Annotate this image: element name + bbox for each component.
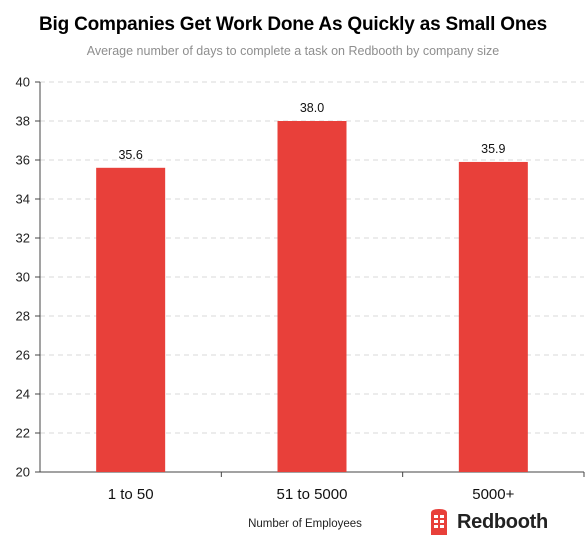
bar-chart: 20 22 24 26 28 30 32 34 36 38 40 35.6 1 to 50 38.0 51 … <box>16 75 585 503</box>
y-tick-label: 38 <box>16 114 30 129</box>
y-tick-label: 40 <box>16 75 30 90</box>
bar-value-label: 35.6 <box>118 148 142 162</box>
y-tick-label: 28 <box>16 309 30 324</box>
phone-booth-icon <box>431 509 447 535</box>
bar <box>96 167 166 473</box>
x-tick-label: 51 to 5000 <box>277 486 348 503</box>
y-tick-label: 30 <box>16 270 30 285</box>
x-axis-label: Number of Employees <box>248 518 362 530</box>
brand-logo: Redbooth <box>428 508 548 536</box>
y-tick-label: 34 <box>16 192 30 207</box>
bar-value-label: 38.0 <box>300 101 324 115</box>
y-tick-label: 26 <box>16 348 30 363</box>
y-tick-label: 22 <box>16 426 30 441</box>
chart-title: Big Companies Get Work Done As Quickly a… <box>38 14 548 35</box>
x-tick-label: 1 to 50 <box>108 486 154 503</box>
y-tick-label: 32 <box>16 231 30 246</box>
x-tick-label: 5000+ <box>472 486 514 503</box>
bar <box>458 161 528 472</box>
bar <box>277 121 347 472</box>
y-tick-label: 20 <box>16 465 30 480</box>
y-tick-label: 36 <box>16 153 30 168</box>
brand-name: Redbooth <box>457 510 548 533</box>
chart-subtitle: Average number of days to complete a tas… <box>86 44 500 58</box>
bar-value-label: 35.9 <box>481 142 505 156</box>
y-tick-label: 24 <box>16 387 30 402</box>
